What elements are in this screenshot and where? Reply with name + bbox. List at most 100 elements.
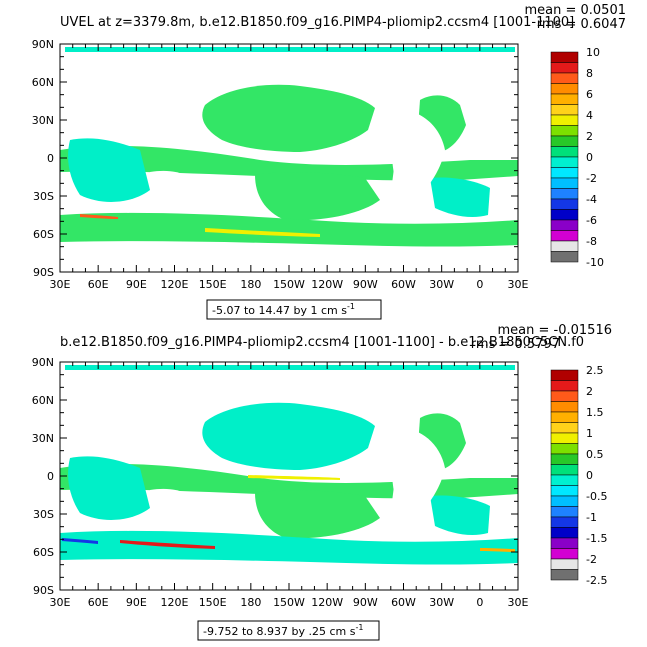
- colorbar-label: 2: [586, 385, 593, 398]
- panel-1-north-pacific: [202, 84, 375, 152]
- lat-tick-label: 60S: [33, 546, 54, 559]
- colorbar-swatch: [550, 411, 579, 423]
- colorbar-label: 0.5: [586, 448, 604, 461]
- colorbar-swatch: [550, 432, 579, 444]
- colorbar-swatch: [550, 219, 579, 231]
- colorbar-label: -2: [586, 553, 597, 566]
- panel-2-land-south-america: [390, 478, 417, 534]
- panel-1-ticks: [59, 43, 519, 273]
- lon-tick-label: 150E: [199, 596, 227, 609]
- panel-2-range-text: -9.752 to 8.937 by .25 cm s-1: [203, 623, 363, 638]
- panel-2-range-box: -9.752 to 8.937 by .25 cm s-1: [197, 620, 380, 641]
- panel-2-rms: rms = 0.5797: [471, 337, 560, 352]
- colorbar-label: 1.5: [586, 406, 604, 419]
- colorbar-swatch: [550, 104, 579, 116]
- panel-2-range-main: -9.752 to 8.937 by .25 cm s: [203, 625, 356, 638]
- colorbar-swatch: [550, 569, 579, 581]
- panel-1-map: [60, 44, 518, 272]
- panel-1-range-unit-sup: -1: [347, 302, 355, 311]
- lon-tick-label: 180: [240, 278, 261, 291]
- panel-2: b.e12.B1850.f09_g16.PIMP4-pliomip2.ccsm4…: [32, 323, 612, 641]
- colorbar-swatch: [550, 537, 579, 549]
- panel-1-range-text: -5.07 to 14.47 by 1 cm s-1: [212, 302, 355, 317]
- panel-2-acc-streak-red: [120, 540, 215, 549]
- colorbar-swatch: [550, 114, 579, 126]
- panel-1-ocean: [60, 47, 518, 247]
- lat-tick-label: 90S: [33, 266, 54, 279]
- colorbar-label: 8: [586, 67, 593, 80]
- panel-1-title: UVEL at z=3379.8m, b.e12.B1850.f09_g16.P…: [60, 15, 574, 30]
- lat-tick-label: 30N: [32, 432, 54, 445]
- panel-1-range-box-border: [206, 299, 382, 320]
- lon-tick-label: 150W: [273, 278, 305, 291]
- colorbar-label: -2: [586, 172, 597, 185]
- lon-tick-label: 150E: [199, 278, 227, 291]
- lon-tick-label: 60E: [88, 278, 109, 291]
- colorbar-label: -2.5: [586, 574, 607, 587]
- panel-2-range-unit-sup: -1: [355, 623, 363, 632]
- panel-2-indian-ocean: [68, 456, 150, 520]
- colorbar-swatch: [550, 380, 579, 392]
- colorbar-swatch: [550, 240, 579, 252]
- panel-2-south-pacific: [255, 490, 380, 539]
- lon-tick-label: 90E: [126, 596, 147, 609]
- panel-1-southern-ocean: [60, 212, 518, 247]
- panel-2-north-pacific: [202, 402, 375, 470]
- panel-2-equatorial-streak: [248, 475, 340, 480]
- colorbar-swatch: [550, 167, 579, 179]
- lon-tick-label: 60W: [391, 278, 416, 291]
- colorbar-swatch: [550, 51, 579, 63]
- colorbar-swatch: [550, 125, 579, 137]
- lat-tick-label: 90N: [32, 356, 54, 369]
- colorbar-swatch: [550, 527, 579, 539]
- lon-tick-label: 30W: [429, 596, 454, 609]
- panel-1-mean: mean = 0.0501: [524, 3, 626, 18]
- colorbar-swatch: [550, 516, 579, 528]
- panel-1-arctic-strip: [65, 47, 515, 52]
- panel-2-map: [60, 362, 518, 590]
- colorbar-swatch: [550, 93, 579, 105]
- colorbar-label: -10: [586, 256, 604, 269]
- colorbar-swatch: [550, 485, 579, 497]
- lon-tick-label: 90W: [353, 596, 378, 609]
- panel-2-acc-streak-blue: [62, 538, 98, 544]
- colorbar-swatch: [550, 188, 579, 200]
- colorbar-swatch: [550, 548, 579, 560]
- lat-tick-label: 90N: [32, 38, 54, 51]
- colorbar-swatch: [550, 422, 579, 434]
- lon-tick-label: 120W: [311, 596, 343, 609]
- panel-1-indian-ocean: [68, 138, 150, 202]
- colorbar-label: -8: [586, 235, 597, 248]
- colorbar-swatch: [550, 135, 579, 147]
- lat-tick-label: 30S: [33, 190, 54, 203]
- panel-2-southern-ocean: [60, 530, 518, 565]
- panel-1-lat-labels: 90N 60N 30N 0 30S 60S 90S: [32, 38, 54, 279]
- panel-2-land-australia: [150, 488, 198, 521]
- colorbar-label: 10: [586, 46, 600, 59]
- panel-1-acc-streak-2: [80, 214, 118, 219]
- colorbar-swatch: [550, 62, 579, 74]
- lon-tick-label: 120W: [311, 278, 343, 291]
- colorbar-swatch: [550, 83, 579, 95]
- colorbar-label: 1: [586, 427, 593, 440]
- panel-1-south-pacific: [255, 172, 380, 221]
- colorbar-label: 2.5: [586, 364, 604, 377]
- lon-tick-label: 90W: [353, 278, 378, 291]
- colorbar-swatch: [550, 495, 579, 507]
- lon-tick-label: 90E: [126, 278, 147, 291]
- colorbar-swatch: [550, 443, 579, 455]
- colorbar-swatch: [550, 369, 579, 381]
- panel-1-south-atlantic: [430, 177, 490, 218]
- lat-tick-label: 0: [47, 470, 54, 483]
- panel-1-range-box: -5.07 to 14.47 by 1 cm s-1: [206, 299, 382, 320]
- panel-2-ticks: [59, 361, 519, 591]
- lon-tick-label: 0: [476, 278, 483, 291]
- colorbar-swatch: [550, 156, 579, 168]
- panel-1-land-south-america: [390, 160, 417, 216]
- colorbar-swatch: [550, 177, 579, 189]
- lon-tick-label: 180: [240, 596, 261, 609]
- colorbar-label: -4: [586, 193, 597, 206]
- colorbar-label: -0.5: [586, 490, 607, 503]
- colorbar-label: -1: [586, 511, 597, 524]
- panel-1-range-main: -5.07 to 14.47 by 1 cm s: [212, 304, 347, 317]
